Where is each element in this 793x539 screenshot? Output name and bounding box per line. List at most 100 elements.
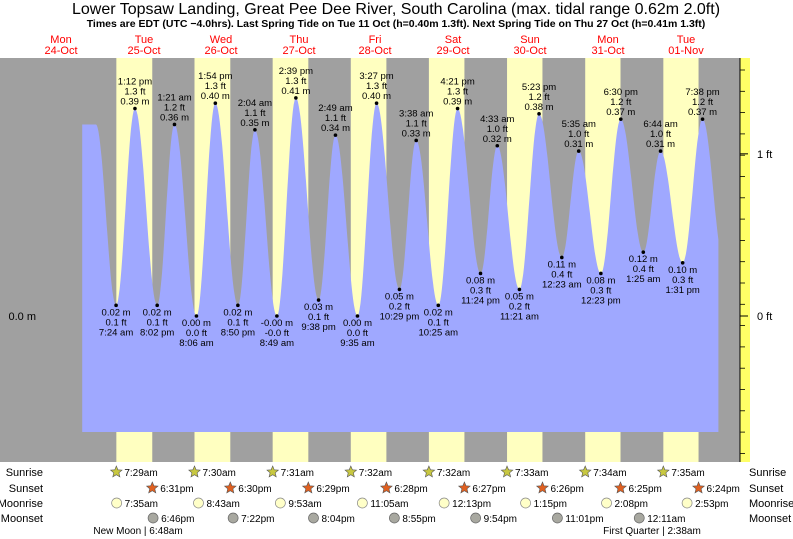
tide-label-high: 1.1 ft <box>325 113 346 124</box>
tide-label-high: 0.38 m <box>525 102 554 113</box>
tide-label-high: 2:49 am <box>318 103 352 114</box>
row-label-right-sunset: Sunset <box>749 483 783 495</box>
tide-label-low: 8:02 pm <box>140 327 174 338</box>
tide-point <box>414 138 418 143</box>
moonset-time: 9:54pm <box>484 514 517 525</box>
tide-point <box>495 143 500 148</box>
chart-subtitle: Times are EDT (UTC −4.0hrs). Last Spring… <box>87 18 706 30</box>
tide-point <box>155 303 159 308</box>
right-axis-label: 0 ft <box>757 311 772 323</box>
tide-label-low: 0.1 ft <box>308 312 329 323</box>
tide-point <box>133 106 137 111</box>
sunset-star-icon <box>614 481 627 494</box>
moonset-time: 11:01pm <box>565 514 603 525</box>
moonset-time: 8:04pm <box>321 514 354 525</box>
axes-layer: 0.0 m 1 ft 0 ft <box>8 69 772 454</box>
tide-label-low: 11:24 pm <box>461 295 500 306</box>
moonset-time: 6:46pm <box>161 514 194 525</box>
tide-label-high: 1.1 ft <box>406 118 427 129</box>
tide-label-low: 11:21 am <box>500 311 539 322</box>
tide-label-low: 0.02 m <box>143 307 172 318</box>
day-date: 26-Oct <box>204 45 237 57</box>
tide-label-high: 3:38 am <box>399 108 433 119</box>
tide-label-high: 0.39 m <box>120 97 149 108</box>
sunrise-star-icon <box>266 465 280 478</box>
sunset-time: 6:30pm <box>238 484 271 495</box>
day-date: 30-Oct <box>513 45 546 57</box>
tide-labels-layer: 0.02 m0.1 ft7:24 am1:12 pm1.3 ft0.39 m0.… <box>99 66 720 349</box>
tide-label-high: 3:27 pm <box>359 71 393 82</box>
tide-point <box>658 149 663 153</box>
moonset-icon <box>633 512 645 524</box>
right-marker-strip <box>740 58 750 462</box>
tide-point <box>194 314 199 318</box>
moonrise-time: 2:53pm <box>695 499 728 510</box>
tide-point <box>700 117 705 121</box>
tide-label-low: 1:31 pm <box>666 285 700 296</box>
tide-label-low: 0.0 ft <box>186 328 207 339</box>
tide-point <box>478 271 483 276</box>
tide-point <box>436 303 441 308</box>
sunset-star-icon <box>379 481 393 494</box>
tide-label-high: 0.31 m <box>646 139 675 150</box>
tide-label-low: 12:23 pm <box>581 295 621 306</box>
moon-phase-first-quarter: First Quarter | 2:38am <box>603 526 701 537</box>
tide-point <box>641 250 646 254</box>
tide-label-high: 1.3 ft <box>205 81 226 92</box>
tide-label-low: 0.1 ft <box>428 317 449 328</box>
tide-label-low: 0.02 m <box>102 307 131 318</box>
sunset-time: 6:25pm <box>629 484 662 495</box>
moonrise-icon <box>520 497 531 509</box>
day-date: 28-Oct <box>358 45 391 57</box>
tide-point <box>537 112 541 116</box>
moonset-icon <box>389 512 400 524</box>
tide-label-high: 1.3 ft <box>366 81 387 92</box>
sunrise-time: 7:30am <box>203 468 236 479</box>
tide-label-low: 8:49 am <box>260 338 294 349</box>
tide-point <box>316 298 321 302</box>
row-label-left-moonset: Moonset <box>1 513 43 525</box>
tide-point <box>599 271 603 276</box>
tide-label-high: 7:38 pm <box>685 87 719 98</box>
sunset-star-icon <box>692 481 706 494</box>
tide-label-high: 0.36 m <box>160 112 189 123</box>
moonset-time: 8:55pm <box>402 514 435 525</box>
tide-label-low: -0.00 m <box>261 318 293 329</box>
chart-title: Lower Topsaw Landing, Great Pee Dee Rive… <box>72 1 720 18</box>
tide-point <box>333 133 338 137</box>
tide-label-high: 1.2 ft <box>164 102 185 113</box>
tide-label-low: 0.1 ft <box>227 317 248 328</box>
tide-label-low: 0.03 m <box>304 302 333 313</box>
tide-label-high: 0.41 m <box>281 86 310 97</box>
tide-point <box>172 122 177 127</box>
tide-label-low: 0.08 m <box>586 275 615 286</box>
tide-label-low: 0.11 m <box>548 259 576 270</box>
day-date: 25-Oct <box>127 45 160 57</box>
tide-label-high: 1.3 ft <box>447 87 468 98</box>
tide-label-low: 0.2 ft <box>389 301 410 312</box>
sunrise-star-icon <box>188 465 201 478</box>
tide-point <box>680 261 685 265</box>
sunrise-time: 7:29am <box>124 468 157 479</box>
moonset-icon <box>227 512 239 524</box>
moonrise-time: 9:53am <box>288 499 321 510</box>
tide-label-high: 1.0 ft <box>650 129 671 140</box>
sunset-star-icon <box>223 481 237 494</box>
row-label-left-moonrise: Moonrise <box>0 498 43 510</box>
tide-label-high: 0.34 m <box>321 123 350 134</box>
tide-label-high: 0.33 m <box>402 128 431 139</box>
tide-label-high: 0.37 m <box>606 107 635 118</box>
sunrise-star-icon <box>344 465 358 478</box>
tide-point <box>560 255 564 260</box>
right-axis-label: 1 ft <box>757 149 772 161</box>
day-of-week: Mon <box>597 34 618 46</box>
day-of-week: Wed <box>210 34 232 46</box>
tide-point <box>114 303 118 308</box>
day-of-week: Tue <box>677 34 696 46</box>
moonset-icon <box>147 512 159 524</box>
day-of-week: Sat <box>445 34 462 46</box>
tide-label-high: 1:54 pm <box>198 71 232 82</box>
tide-label-low: 0.2 ft <box>509 301 530 312</box>
tide-label-low: 0.12 m <box>629 254 658 265</box>
